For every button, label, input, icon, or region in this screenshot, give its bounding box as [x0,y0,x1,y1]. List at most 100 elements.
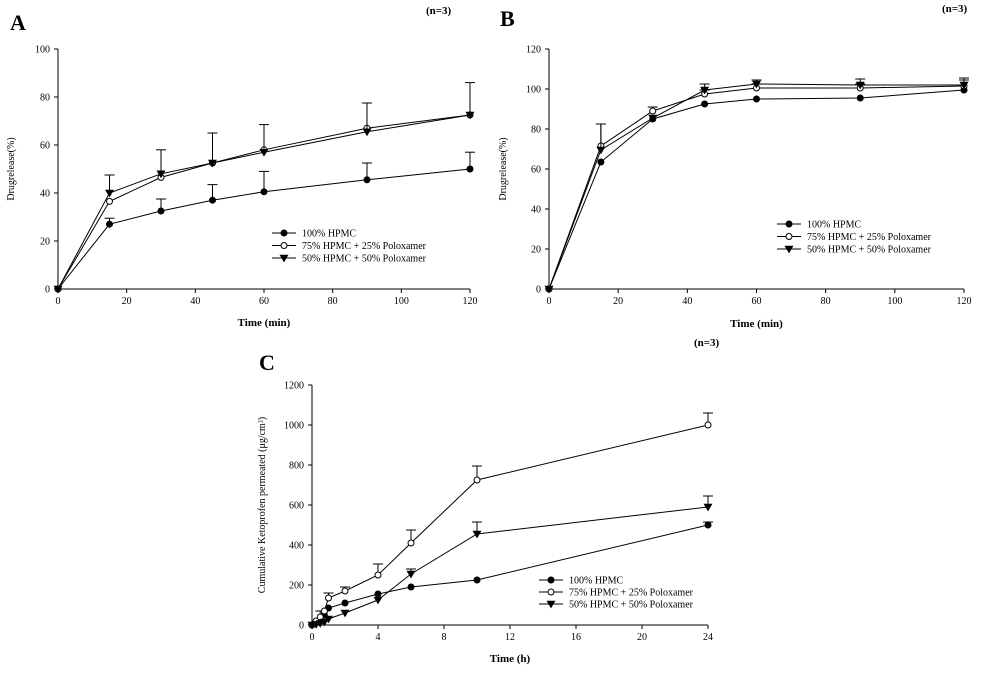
x-tick-label: 100 [394,296,409,307]
x-tick-label: 40 [682,296,692,307]
legend-entry: 50% HPMC + 50% Poloxamer [807,245,932,256]
y-tick-label: 40 [40,189,50,200]
panel-letter: C [259,350,275,375]
data-point [341,587,349,595]
data-point [855,81,865,90]
data-point [374,590,382,598]
data-point [362,128,372,137]
data-point [209,196,216,204]
x-axis-title: Time (min) [238,317,291,329]
y-tick-label: 400 [289,541,304,552]
y-tick-label: 800 [289,461,304,472]
legend-marker [547,588,555,596]
sample-size-label: (n=3) [942,3,968,15]
data-point [648,114,658,123]
legend-entry: 100% HPMC [807,220,862,231]
data-point [324,615,333,624]
data-point [959,81,969,90]
x-tick-label: 60 [752,296,762,307]
x-tick-label: 100 [887,296,902,307]
y-axis-title: Drugrelease(%) [498,137,509,200]
panel-letter: A [10,10,26,35]
data-point [473,476,481,484]
data-point [319,618,329,627]
data-point [472,530,482,539]
y-tick-label: 100 [526,85,541,96]
y-tick-label: 0 [299,621,304,632]
x-tick-label: 40 [190,296,200,307]
y-tick-label: 60 [531,165,541,176]
x-tick-label: 20 [122,296,132,307]
x-tick-label: 120 [463,296,478,307]
y-tick-label: 0 [536,285,541,296]
legend-entry: 100% HPMC [569,576,624,587]
y-tick-label: 60 [40,141,50,152]
data-point [752,80,761,89]
x-axis-title: Time (h) [490,653,531,665]
y-axis-title: Cumulative Ketoprofen permeated (μg/cm²) [257,417,268,593]
data-point [208,159,217,168]
y-tick-label: 200 [289,581,304,592]
data-point [407,539,415,547]
sample-size-label: (n=3) [426,5,452,17]
data-point [703,503,713,512]
panel-a: 0 20 40 60 80 100 120 0 20 40 60 80 100 Time (min) Dru… [6,5,478,329]
legend-entry: 50% HPMC + 50% Poloxamer [569,600,694,611]
y-tick-label: 80 [40,93,50,104]
x-tick-label: 20 [637,632,647,643]
y-tick-label: 100 [35,45,50,56]
x-tick-label: 12 [505,632,515,643]
legend-entry: 75% HPMC + 25% Poloxamer [807,232,932,243]
data-point [597,158,605,166]
x-tick-label: 0 [56,296,61,307]
x-tick-label: 0 [310,632,315,643]
y-tick-label: 600 [289,501,304,512]
legend-entry: 75% HPMC + 25% Poloxamer [569,588,694,599]
sample-size-label: (n=3) [694,337,720,349]
x-tick-label: 80 [821,296,831,307]
panel-c: 0 4 8 12 16 20 24 0 200 400 600 800 1000 1200 Time (h)… [257,337,720,665]
y-tick-label: 120 [526,45,541,56]
legend-marker [546,600,556,609]
data-point [466,165,474,173]
data-point [363,176,371,184]
y-tick-label: 1000 [284,421,304,432]
data-point [700,86,710,95]
data-point [473,576,481,584]
data-point [320,607,328,615]
panel-letter: B [500,6,515,31]
data-point [856,94,864,102]
y-tick-label: 40 [531,205,541,216]
x-tick-label: 24 [703,632,713,643]
x-tick-label: 8 [442,632,447,643]
series-1 [54,151,475,293]
data-point [157,207,165,215]
legend-entry: 100% HPMC [302,229,357,240]
x-tick-label: 16 [571,632,581,643]
data-point [373,596,383,605]
data-point [156,170,166,179]
series-3 [53,82,475,294]
y-tick-label: 80 [531,125,541,136]
x-tick-label: 60 [259,296,269,307]
data-point [105,189,114,198]
y-tick-label: 20 [531,245,541,256]
data-point [260,188,268,196]
data-point [465,111,475,120]
series-3 [544,77,969,294]
y-tick-label: 20 [40,237,50,248]
data-point [106,220,113,228]
x-tick-label: 80 [328,296,338,307]
legend-entry: 50% HPMC + 50% Poloxamer [302,254,427,265]
data-point [325,594,332,602]
panel-b: 0 20 40 60 80 100 120 0 20 40 60 80 100 120 Time (min)… [498,3,972,330]
data-point [406,570,416,579]
x-axis-title: Time (min) [730,318,783,330]
data-point [753,95,760,103]
legend-marker [784,245,794,254]
data-point [407,583,415,591]
